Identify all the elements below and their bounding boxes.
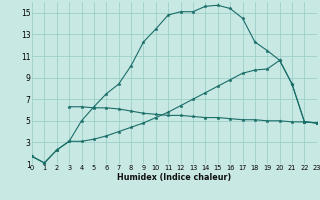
X-axis label: Humidex (Indice chaleur): Humidex (Indice chaleur)	[117, 173, 232, 182]
